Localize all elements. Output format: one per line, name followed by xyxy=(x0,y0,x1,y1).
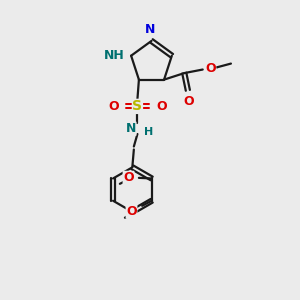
Text: O: O xyxy=(108,100,119,113)
Text: S: S xyxy=(132,99,142,113)
Text: N: N xyxy=(145,23,155,37)
Text: H: H xyxy=(144,127,153,136)
Text: O: O xyxy=(123,171,134,184)
Text: O: O xyxy=(126,205,137,218)
Text: N: N xyxy=(126,122,136,135)
Text: O: O xyxy=(183,95,194,108)
Text: O: O xyxy=(156,100,167,113)
Text: NH: NH xyxy=(104,49,124,62)
Text: O: O xyxy=(205,61,216,74)
